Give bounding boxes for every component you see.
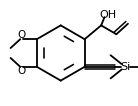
Text: O: O: [18, 66, 26, 76]
Text: Si: Si: [120, 62, 130, 72]
Text: OH: OH: [99, 10, 117, 20]
Text: O: O: [18, 30, 26, 40]
